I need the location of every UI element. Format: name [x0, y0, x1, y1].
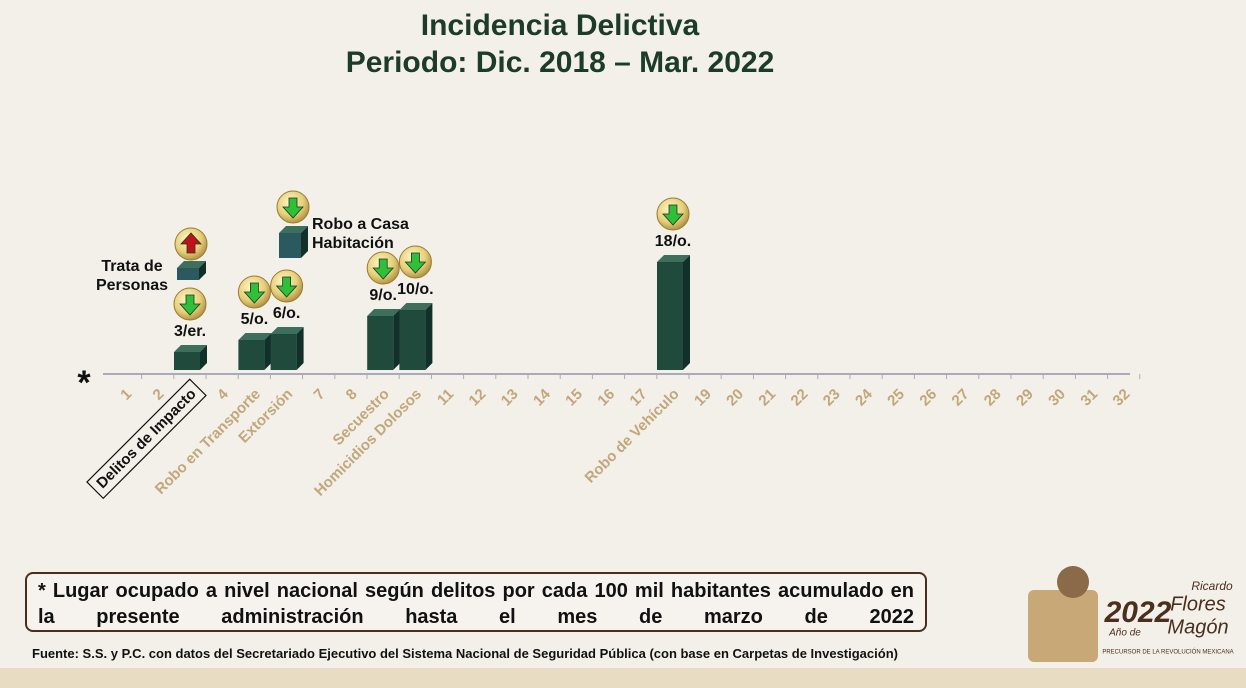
chart-title: Incidencia Delictiva	[421, 9, 700, 42]
axis-marker: *	[77, 364, 91, 402]
x-tick-label: 20	[723, 386, 747, 410]
bar-side	[425, 303, 433, 370]
bar-top	[279, 226, 308, 233]
trend-arrow	[662, 204, 684, 226]
bar	[367, 316, 394, 370]
trend-arrow	[282, 197, 304, 219]
category-highlight	[86, 378, 207, 500]
x-tick-label: 32	[1110, 386, 1134, 410]
bar	[270, 334, 297, 370]
bar-side	[301, 226, 308, 258]
trend-arrow	[372, 258, 395, 280]
bar-side	[199, 261, 206, 280]
x-tick-label: 23	[820, 386, 844, 410]
bar	[238, 340, 265, 370]
bar-top	[238, 333, 272, 340]
x-tick-label: 22	[788, 386, 812, 410]
bar-side	[200, 345, 207, 370]
logo-year: 2022	[1104, 596, 1172, 629]
cube	[279, 233, 301, 258]
logo: 2022 Ricardo Flores Año de Magón PRECURS…	[1028, 566, 1234, 662]
logo-pre: Año de	[1108, 628, 1141, 639]
bar-top	[657, 255, 690, 262]
bottom-strip	[0, 668, 1246, 688]
annotation: Habitación	[312, 235, 394, 252]
bar	[174, 352, 200, 370]
bar-side	[296, 327, 304, 370]
x-tick-label: 25	[884, 386, 908, 410]
chart-subtitle: Periodo: Dic. 2018 – Mar. 2022	[346, 46, 775, 79]
cube	[177, 268, 199, 280]
bar-side	[683, 255, 690, 370]
x-tick-label: 13	[498, 386, 522, 410]
bar	[399, 310, 426, 370]
x-tick-label: 29	[1013, 386, 1037, 410]
trend-arrow	[179, 294, 201, 316]
x-tick-label: 21	[755, 386, 779, 410]
bar-top	[174, 345, 207, 352]
x-tick-label: 17	[627, 386, 651, 410]
x-tick-label: 19	[691, 386, 715, 410]
x-tick-label: 28	[981, 386, 1005, 410]
value-label: 5/o.	[241, 311, 269, 328]
bar-top	[270, 327, 304, 334]
annotation: Personas	[96, 277, 168, 294]
bar-side	[393, 309, 401, 370]
annotation: Robo a Casa	[312, 216, 409, 233]
x-tick-label: 2	[150, 386, 168, 404]
trend-arrow	[404, 252, 427, 274]
x-tick-label: 26	[916, 386, 940, 410]
bar-top	[177, 261, 206, 268]
logo-tagline: PRECURSOR DE LA REVOLUCIÓN MEXICANA	[1102, 649, 1233, 656]
annotation: Trata de	[101, 258, 162, 275]
x-tick-label: 15	[562, 386, 586, 410]
bar-top	[367, 309, 401, 316]
footnote: * Lugar ocupado a nivel nacional según d…	[25, 572, 927, 632]
logo-top: Ricardo	[1191, 579, 1233, 593]
x-tick-label: 31	[1077, 386, 1101, 410]
x-tick-label: 4	[214, 385, 232, 403]
bar-side	[264, 333, 272, 370]
trend-arrow	[180, 232, 202, 254]
trend-arrow	[243, 282, 266, 304]
value-label: 10/o.	[397, 281, 433, 298]
value-label: 18/o.	[655, 233, 691, 250]
logo-name1: Flores	[1170, 593, 1226, 615]
bar-top	[399, 303, 433, 310]
x-tick-label: 11	[434, 386, 457, 409]
value-label: 3/er.	[174, 323, 206, 340]
trend-arrow	[275, 276, 298, 298]
chart: Incidencia Delictiva Periodo: Dic. 2018 …	[77, 9, 1234, 662]
x-tick-label: 27	[949, 386, 973, 410]
logo-head	[1057, 566, 1089, 598]
x-tick-label: 12	[466, 386, 490, 410]
x-tick-label: 24	[852, 385, 876, 409]
x-tick-label: 16	[594, 386, 618, 410]
logo-portrait	[1028, 590, 1098, 662]
x-tick-label: 30	[1045, 386, 1069, 410]
source: Fuente: S.S. y P.C. con datos del Secret…	[32, 646, 898, 661]
bar	[657, 262, 683, 370]
x-tick-label: 7	[311, 386, 329, 404]
value-label: 6/o.	[273, 305, 301, 322]
x-tick-label: 14	[530, 385, 554, 409]
x-tick-label: 8	[343, 386, 361, 404]
value-label: 9/o.	[369, 287, 397, 304]
x-tick-label: 1	[117, 386, 135, 404]
logo-name2: Magón	[1167, 616, 1228, 638]
